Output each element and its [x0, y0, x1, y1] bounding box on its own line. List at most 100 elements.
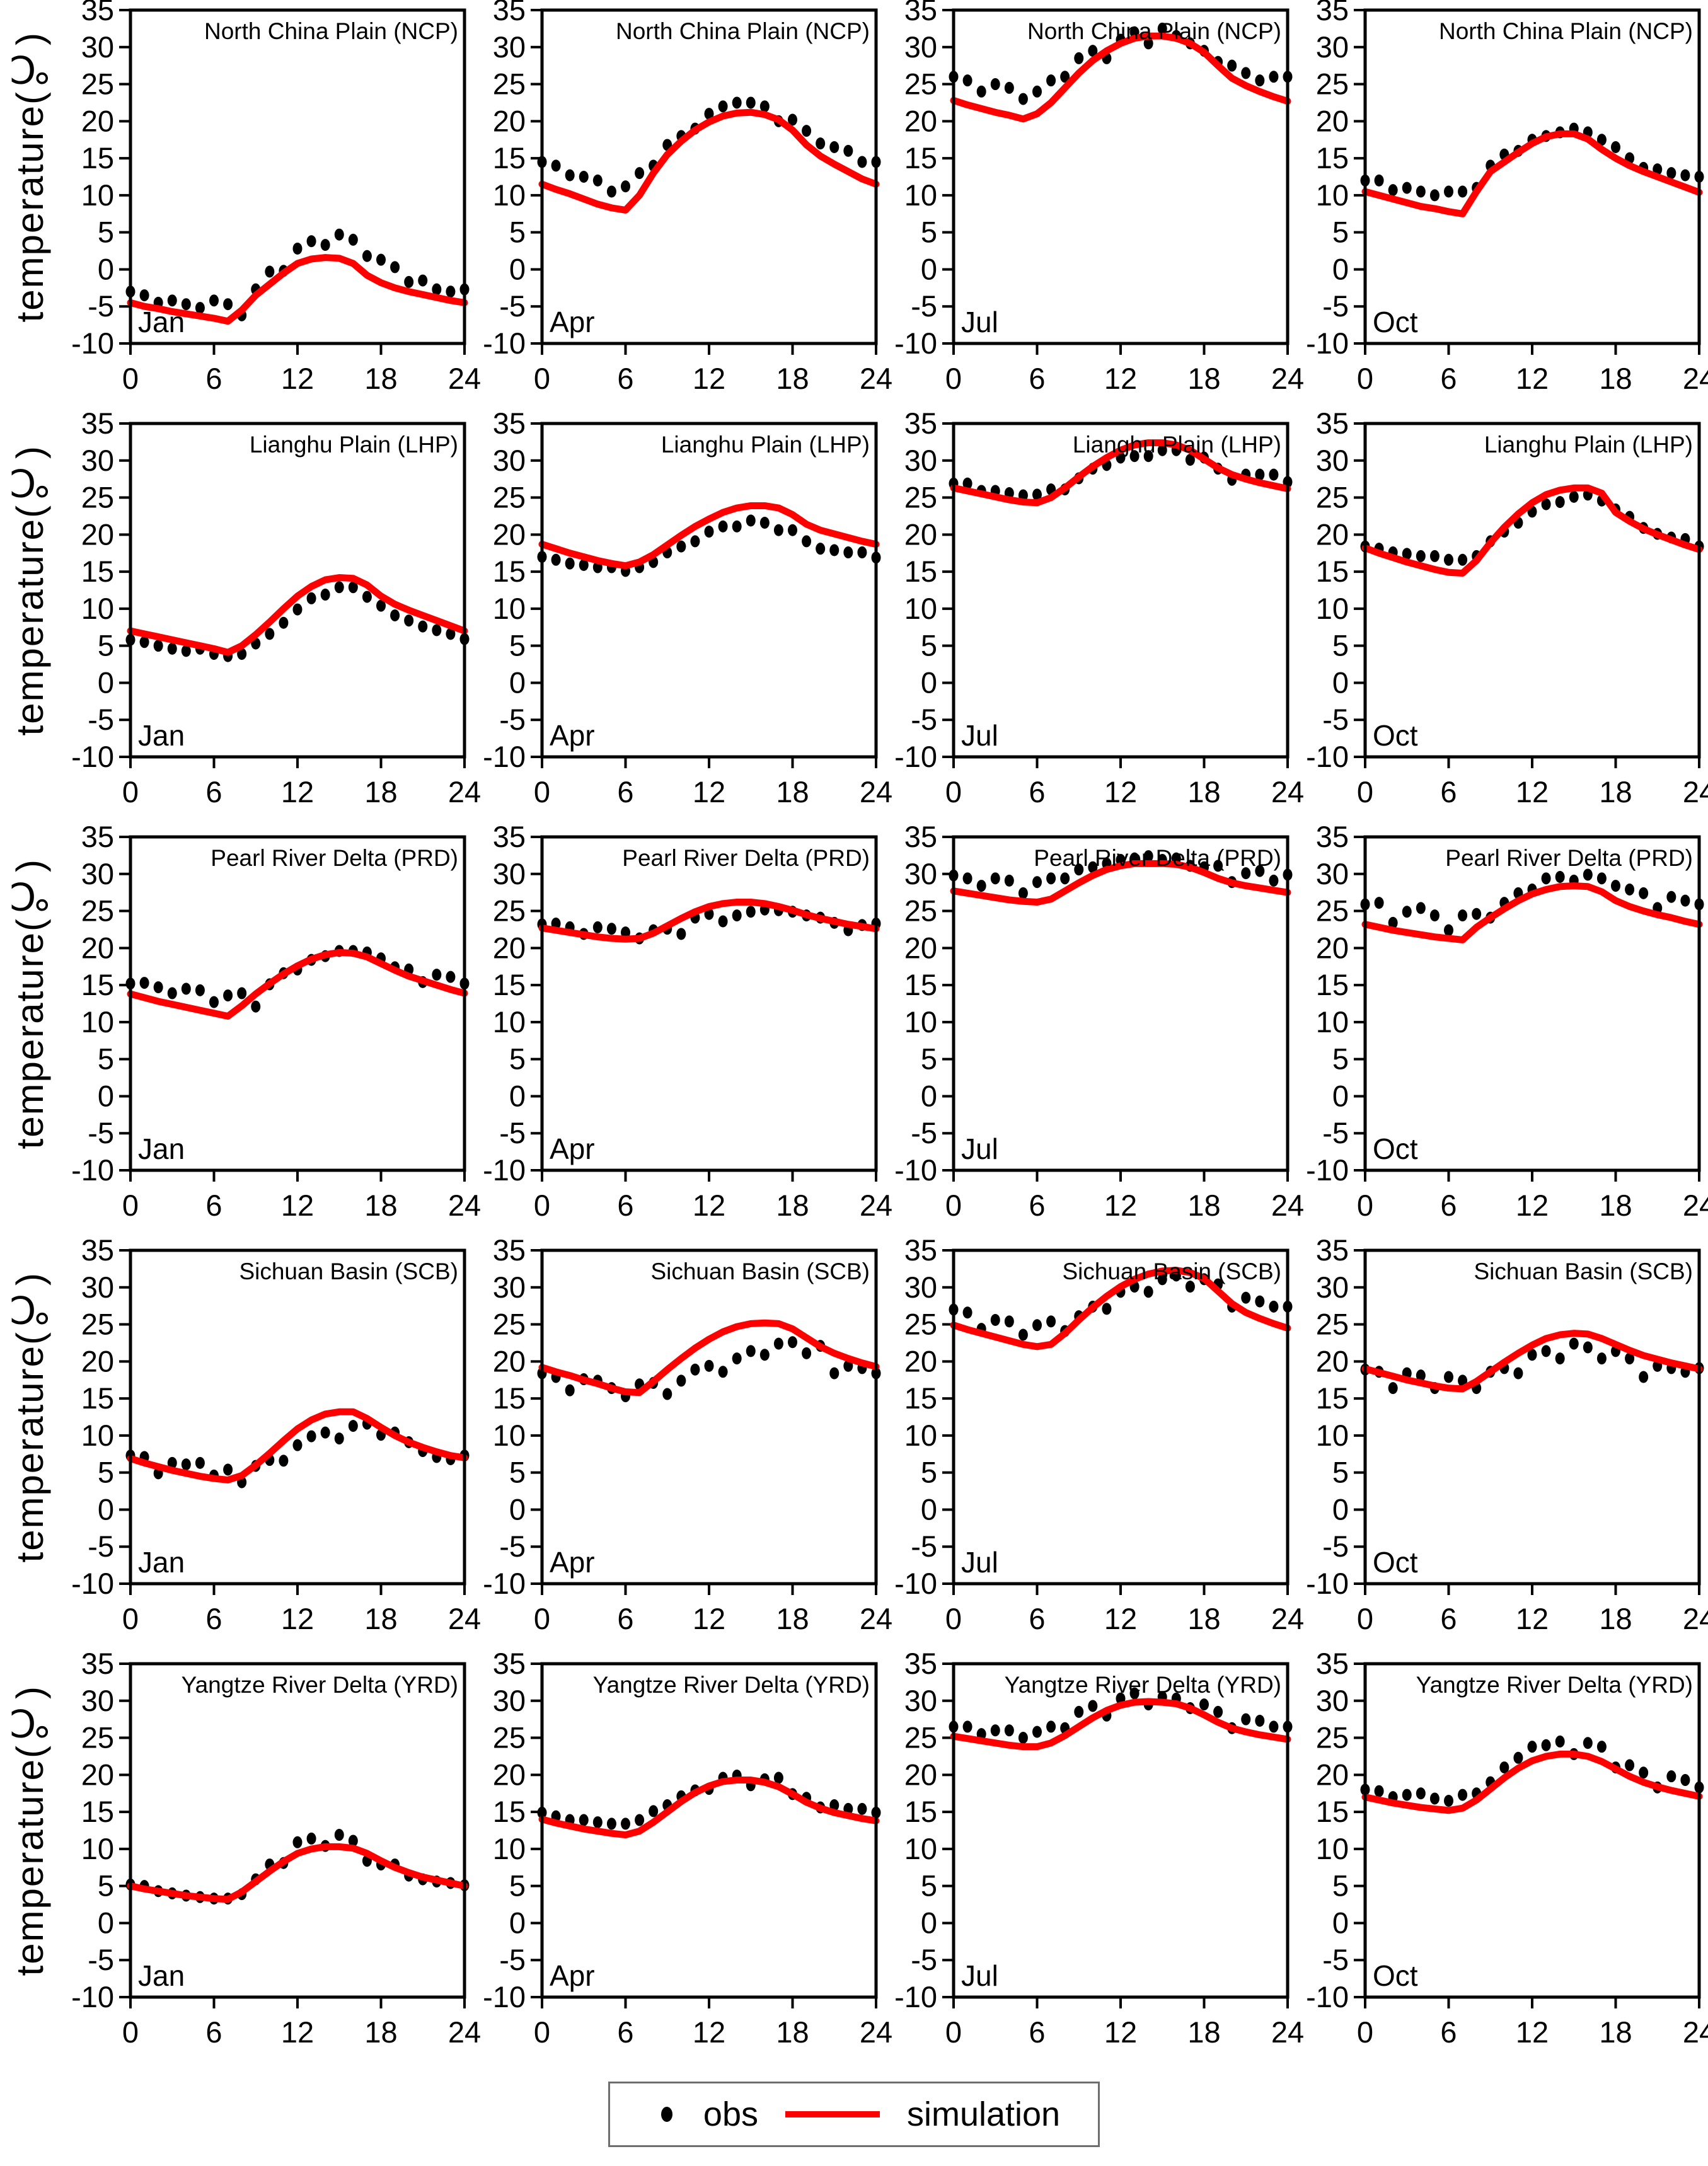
obs-point	[1555, 1735, 1565, 1748]
y-tick-label: 35	[493, 1233, 526, 1267]
obs-point	[1611, 880, 1620, 892]
chart-panel: -10 -5 0 5 10 15 20 25 30 35 0 6 12 18 24 Sichuan Basin…	[471, 1233, 892, 1654]
y-tick-label: 15	[81, 1795, 114, 1828]
y-axis-label: temperature(℃)	[8, 1271, 51, 1563]
y-tick-label: -10	[483, 1153, 526, 1187]
panel-month-label: Jan	[138, 1132, 185, 1165]
x-tick-label: 24	[860, 775, 892, 809]
obs-point	[1416, 1787, 1426, 1800]
y-tick-label: 35	[81, 820, 114, 853]
legend: obs simulation	[608, 2082, 1100, 2147]
obs-point	[592, 921, 603, 933]
plot-frame	[1363, 8, 1701, 345]
y-tick-label: 15	[904, 968, 937, 1001]
y-tick-label: 20	[904, 104, 937, 137]
y-tick-label: 20	[904, 931, 937, 964]
obs-point	[802, 1347, 812, 1359]
panel-title: Lianghu Plain (LHP)	[1073, 432, 1281, 458]
x-tick-label: 0	[1357, 775, 1373, 809]
obs-point	[1088, 861, 1098, 873]
y-tick-label: 5	[98, 1869, 114, 1903]
obs-point	[606, 1817, 616, 1830]
obs-point	[1255, 74, 1265, 87]
obs-point	[348, 581, 358, 594]
obs-point	[1032, 1725, 1042, 1738]
obs-point	[635, 1814, 645, 1826]
obs-point	[334, 228, 344, 241]
obs-point	[1004, 1315, 1014, 1328]
obs-point	[320, 1426, 330, 1439]
panel-month-label: Oct	[1373, 719, 1418, 752]
obs-point	[1541, 498, 1551, 510]
obs-point	[1032, 876, 1042, 889]
obs-point	[362, 250, 372, 262]
obs-point	[404, 614, 414, 627]
obs-point	[1185, 454, 1195, 466]
y-tick-label: 25	[81, 1721, 114, 1754]
obs-point	[1458, 1789, 1468, 1801]
obs-point	[1241, 1713, 1251, 1725]
obs-point	[292, 1836, 303, 1848]
x-tick-label: 24	[1271, 2015, 1304, 2049]
y-tick-label: 0	[921, 1079, 937, 1112]
y-tick-label: 35	[1316, 1233, 1349, 1267]
x-tick-label: 6	[1029, 775, 1045, 809]
x-tick-label: 24	[1271, 1189, 1304, 1222]
y-tick-label: 10	[1316, 1832, 1349, 1865]
x-tick-label: 0	[1357, 2015, 1373, 2049]
y-tick-label: 15	[493, 1381, 526, 1415]
y-tick-label: -10	[894, 1153, 937, 1187]
obs-point	[1143, 450, 1153, 463]
y-tick-label: 15	[904, 1381, 937, 1415]
panel-title: Lianghu Plain (LHP)	[250, 432, 458, 458]
plot-frame	[1363, 422, 1701, 759]
obs-point	[1269, 1300, 1279, 1313]
y-tick-label: 20	[1316, 104, 1349, 137]
chart-panel: -10 -5 0 5 10 15 20 25 30 35 0 6 12 18 24 Sichuan Basin…	[1295, 1233, 1708, 1654]
x-tick-label: 18	[1187, 1602, 1220, 1635]
y-tick-label: -5	[1322, 1943, 1349, 1976]
obs-point	[565, 169, 575, 181]
plot-frame	[1363, 1248, 1701, 1586]
x-tick-label: 18	[364, 2015, 397, 2049]
x-tick-label: 0	[1357, 1189, 1373, 1222]
panel-month-label: Apr	[550, 1959, 595, 1992]
y-tick-label: -10	[71, 1980, 114, 2013]
y-tick-label: 30	[493, 30, 526, 64]
obs-point	[1374, 1785, 1384, 1797]
y-tick-label: 10	[81, 1419, 114, 1452]
obs-point	[773, 1771, 783, 1784]
chart-panel: -10 -5 0 5 10 15 20 25 30 35 0 6 12 18 24 Sichuan Basin…	[883, 1233, 1304, 1654]
obs-point	[976, 880, 986, 892]
obs-point	[990, 1724, 1000, 1737]
x-tick-label: 24	[448, 2015, 481, 2049]
chart-panel: -10 -5 0 5 10 15 20 25 30 35 0 6 12 18 24 Yangtze River…	[883, 1647, 1304, 2067]
obs-point	[223, 989, 233, 1002]
x-tick-label: 24	[1271, 775, 1304, 809]
y-tick-label: 0	[1332, 1492, 1349, 1526]
obs-point	[1255, 865, 1265, 877]
x-tick-label: 18	[364, 1189, 397, 1222]
obs-point	[265, 628, 275, 640]
obs-point	[1060, 872, 1070, 885]
y-tick-label: -10	[894, 326, 937, 360]
y-tick-label: 20	[81, 1344, 114, 1378]
y-tick-label: 0	[98, 1492, 114, 1526]
x-tick-label: 24	[448, 362, 481, 395]
x-tick-label: 12	[693, 1602, 725, 1635]
simulation-line	[127, 1843, 468, 1903]
obs-point	[432, 969, 442, 981]
y-tick-label: -5	[911, 1116, 937, 1149]
obs-point	[1444, 185, 1453, 198]
obs-point	[1444, 553, 1453, 566]
obs-point	[788, 524, 797, 536]
y-tick-label: 25	[904, 1721, 937, 1754]
obs-point	[732, 96, 742, 109]
obs-point	[1541, 872, 1551, 885]
obs-point	[223, 1463, 233, 1476]
